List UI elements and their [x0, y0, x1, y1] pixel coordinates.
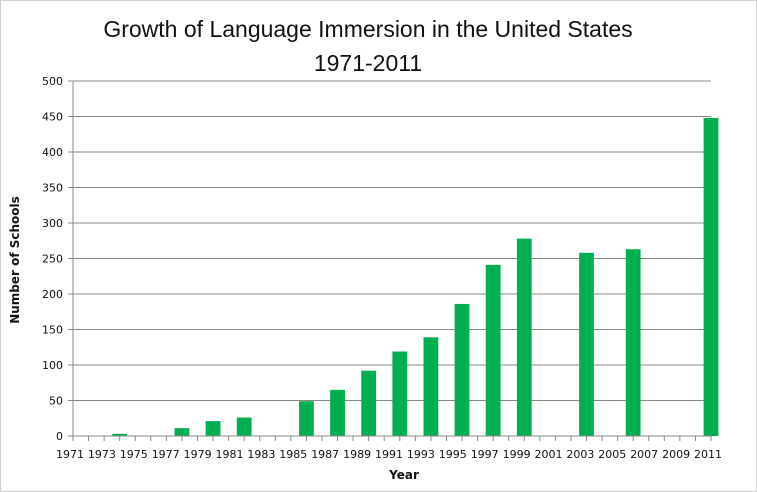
x-tick-label-1979: 1979 — [184, 448, 212, 461]
y-tick-label-450: 450 — [42, 111, 63, 124]
x-tick-label-1971: 1971 — [56, 448, 84, 461]
x-tick-label-1991: 1991 — [375, 448, 403, 461]
y-tick-labels: 0 50 100 150 200 250 300 350 400 450 500 — [42, 75, 63, 443]
x-tick-label-1997: 1997 — [471, 448, 499, 461]
bar-1987 — [330, 389, 345, 436]
y-tick-label-50: 50 — [49, 395, 63, 408]
bar-2006 — [625, 249, 641, 436]
y-tick-label-300: 300 — [42, 217, 63, 230]
x-tick-label-1973: 1973 — [88, 448, 116, 461]
axes — [72, 81, 712, 441]
bar-1995 — [454, 303, 470, 436]
bar-2003 — [579, 252, 594, 436]
x-axis-title: Year — [388, 468, 419, 482]
chart-title: Growth of Language Immersion in the Unit… — [103, 16, 632, 42]
bar-1999 — [516, 238, 532, 436]
x-tick-label-2001: 2001 — [535, 448, 563, 461]
y-tick-label-400: 400 — [42, 146, 63, 159]
x-tick-label-2011: 2011 — [694, 448, 722, 461]
bar-1985 — [299, 401, 314, 436]
x-tick-label-1999: 1999 — [503, 448, 531, 461]
x-tick-label-1981: 1981 — [216, 448, 244, 461]
x-tick-label-2003: 2003 — [566, 448, 594, 461]
bar-1997 — [485, 264, 501, 436]
x-tick-label-1983: 1983 — [247, 448, 275, 461]
y-tick-label-150: 150 — [42, 324, 63, 337]
bar-1977 — [174, 428, 190, 436]
x-tick-label-1995: 1995 — [439, 448, 467, 461]
bar-1993 — [423, 337, 439, 436]
x-tick-label-1985: 1985 — [279, 448, 307, 461]
y-tick-label-350: 350 — [42, 182, 63, 195]
y-axis-title: Number of Schools — [8, 196, 22, 324]
y-tick-label-250: 250 — [42, 253, 63, 266]
bar-1981 — [236, 417, 252, 436]
y-tick-label-0: 0 — [56, 430, 63, 443]
x-tick-label-1993: 1993 — [407, 448, 435, 461]
x-tick-labels: 1971 1973 1975 1977 1979 1981 1983 1985 1987 1989… — [56, 448, 722, 461]
x-tick-label-1977: 1977 — [152, 448, 180, 461]
x-tick-label-1987: 1987 — [311, 448, 339, 461]
bar-1979 — [205, 421, 221, 436]
y-tick-label-200: 200 — [42, 288, 63, 301]
bar-2011 — [703, 117, 719, 437]
x-tick-label-1975: 1975 — [120, 448, 148, 461]
x-tick-label-2005: 2005 — [598, 448, 626, 461]
bars — [112, 117, 719, 437]
bar-1973 — [112, 433, 128, 436]
y-tick-label-100: 100 — [42, 359, 63, 372]
bar-1989 — [361, 370, 377, 436]
gridlines — [68, 80, 711, 437]
chart-subtitle: 1971-2011 — [314, 50, 422, 76]
x-tick-label-2007: 2007 — [630, 448, 658, 461]
x-tick-label-1989: 1989 — [343, 448, 371, 461]
x-tick-label-2009: 2009 — [662, 448, 690, 461]
y-tick-label-500: 500 — [42, 75, 63, 88]
bar-1991 — [392, 351, 408, 436]
